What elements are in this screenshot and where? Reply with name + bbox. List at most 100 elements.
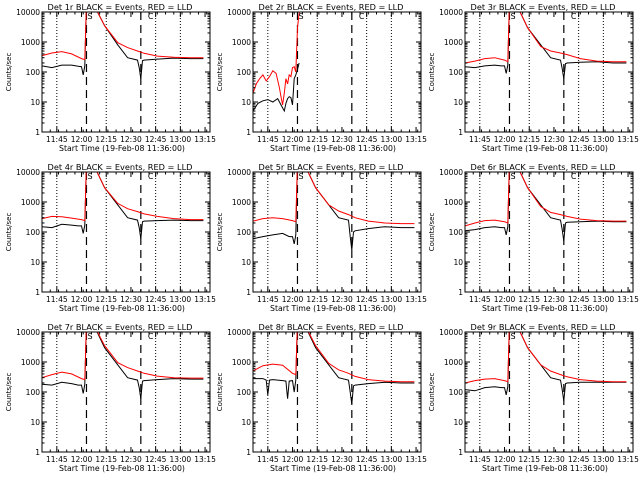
y-tick-label: 1 bbox=[458, 288, 463, 297]
x-tick-label: 12:30 bbox=[331, 455, 353, 464]
y-tick-label: 1 bbox=[458, 128, 463, 137]
x-tick-label: 11:45 bbox=[46, 135, 68, 144]
x-tick-label: 13:00 bbox=[170, 295, 192, 304]
y-tick-label: 1000 bbox=[444, 358, 463, 367]
x-tick-label: 12:45 bbox=[356, 295, 378, 304]
x-axis-label: Start Time (19-Feb-08 11:36:00) bbox=[59, 464, 185, 473]
y-tick-label: 10000 bbox=[16, 8, 40, 17]
x-tick-label: 11:45 bbox=[257, 295, 279, 304]
x-tick-label: 13:15 bbox=[194, 295, 216, 304]
y-tick-label: 10000 bbox=[16, 168, 40, 177]
x-tick-label: 13:00 bbox=[170, 455, 192, 464]
series-lld bbox=[42, 332, 204, 381]
y-tick-label: 10 bbox=[30, 258, 40, 267]
x-tick-label: 12:15 bbox=[306, 295, 328, 304]
y-tick-label: 1 bbox=[35, 128, 40, 137]
x-tick-label: 12:15 bbox=[518, 295, 540, 304]
plot-frame bbox=[464, 11, 634, 133]
panel-title: Det 2r BLACK = Events, RED = LLD bbox=[259, 2, 404, 12]
series-lld bbox=[465, 172, 627, 227]
y-tick-label: 1000 bbox=[21, 358, 40, 367]
y-axis-label: Counts/sec bbox=[428, 373, 436, 412]
panel-title: Det 6r BLACK = Events, RED = LLD bbox=[471, 162, 616, 172]
y-axis-label: Counts/sec bbox=[428, 213, 436, 252]
x-tick-label: 12:00 bbox=[494, 455, 516, 464]
x-tick-label: 12:30 bbox=[543, 295, 565, 304]
x-tick-label: 12:30 bbox=[331, 135, 353, 144]
x-tick-label: 12:00 bbox=[282, 135, 304, 144]
annotation-c: C bbox=[571, 172, 577, 181]
y-tick-label: 100 bbox=[26, 68, 41, 77]
y-tick-label: 1 bbox=[458, 448, 463, 457]
y-tick-label: 10 bbox=[30, 98, 40, 107]
plot-frame bbox=[464, 331, 634, 453]
annotation-s: S bbox=[298, 12, 303, 21]
y-tick-label: 1000 bbox=[232, 198, 251, 207]
x-tick-label: 13:00 bbox=[593, 135, 615, 144]
plot-frame bbox=[252, 171, 422, 293]
y-tick-label: 10 bbox=[453, 98, 463, 107]
x-tick-label: 12:15 bbox=[95, 455, 117, 464]
x-tick-label: 11:45 bbox=[46, 295, 68, 304]
y-tick-label: 100 bbox=[237, 388, 252, 397]
annotation-s: S bbox=[510, 332, 515, 341]
x-tick-label: 12:45 bbox=[356, 135, 378, 144]
y-tick-label: 1 bbox=[35, 288, 40, 297]
x-tick-label: 12:15 bbox=[95, 295, 117, 304]
y-axis-label: Counts/sec bbox=[5, 373, 13, 412]
y-tick-label: 10 bbox=[241, 98, 251, 107]
series-lld bbox=[253, 172, 415, 225]
x-tick-label: 12:45 bbox=[145, 135, 167, 144]
y-tick-label: 1000 bbox=[21, 38, 40, 47]
series-lld bbox=[465, 332, 627, 384]
annotation-c: C bbox=[148, 172, 154, 181]
y-tick-label: 10000 bbox=[16, 328, 40, 337]
x-tick-label: 11:45 bbox=[469, 135, 491, 144]
x-tick-label: 13:00 bbox=[593, 295, 615, 304]
x-tick-label: 13:00 bbox=[381, 295, 403, 304]
annotation-c: C bbox=[148, 332, 154, 341]
y-tick-label: 1 bbox=[246, 448, 251, 457]
x-tick-label: 12:15 bbox=[306, 135, 328, 144]
y-tick-label: 1 bbox=[246, 288, 251, 297]
y-tick-label: 10000 bbox=[227, 328, 251, 337]
y-axis-label: Counts/sec bbox=[5, 213, 13, 252]
x-tick-label: 13:15 bbox=[194, 455, 216, 464]
y-axis-label: Counts/sec bbox=[216, 53, 224, 92]
series-lld bbox=[253, 332, 415, 383]
panel-title: Det 8r BLACK = Events, RED = LLD bbox=[259, 322, 404, 332]
x-tick-label: 12:00 bbox=[282, 455, 304, 464]
x-axis-label: Start Time (19-Feb-08 11:36:00) bbox=[270, 464, 396, 473]
y-tick-label: 10000 bbox=[227, 168, 251, 177]
y-tick-label: 100 bbox=[449, 388, 464, 397]
y-axis-label: Counts/sec bbox=[216, 373, 224, 412]
annotation-s: S bbox=[298, 172, 303, 181]
x-tick-label: 12:30 bbox=[543, 455, 565, 464]
x-tick-label: 13:15 bbox=[617, 135, 639, 144]
y-tick-label: 10 bbox=[30, 418, 40, 427]
y-tick-label: 1 bbox=[246, 128, 251, 137]
panel-title: Det 4r BLACK = Events, RED = LLD bbox=[48, 162, 193, 172]
annotation-c: C bbox=[571, 12, 577, 21]
x-tick-label: 12:15 bbox=[518, 135, 540, 144]
annotation-c: C bbox=[148, 12, 154, 21]
annotation-s: S bbox=[510, 172, 515, 181]
annotation-c: C bbox=[359, 172, 365, 181]
y-tick-label: 1 bbox=[35, 448, 40, 457]
x-tick-label: 13:00 bbox=[593, 455, 615, 464]
y-tick-label: 10000 bbox=[227, 8, 251, 17]
series-events bbox=[253, 332, 415, 404]
x-tick-label: 11:45 bbox=[46, 455, 68, 464]
y-tick-label: 100 bbox=[26, 228, 41, 237]
y-tick-label: 10 bbox=[453, 418, 463, 427]
x-tick-label: 12:45 bbox=[568, 135, 590, 144]
series-lld bbox=[253, 12, 300, 105]
x-tick-label: 12:15 bbox=[518, 455, 540, 464]
series-lld bbox=[42, 172, 204, 222]
x-tick-label: 11:45 bbox=[469, 295, 491, 304]
